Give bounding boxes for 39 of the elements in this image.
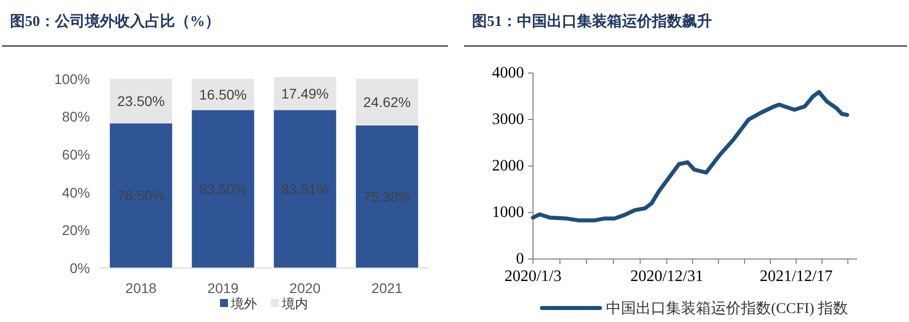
- y-tick-label: 3000: [492, 111, 524, 128]
- data-label: 17.49%: [281, 86, 329, 102]
- y-tick-label: 20%: [62, 222, 90, 238]
- y-tick-label: 80%: [62, 108, 90, 125]
- x-tick-label: 2020/1/3: [504, 268, 562, 285]
- data-label: 16.50%: [199, 86, 247, 102]
- line-series: [531, 90, 850, 222]
- y-tick-label: 1000: [492, 204, 524, 221]
- legend-label: 中国出口集装箱运价指数(CCFI) 指数: [606, 300, 848, 317]
- y-tick-label: 100%: [54, 70, 90, 87]
- y-tick-label: 0%: [70, 260, 90, 276]
- x-tick-label: 2020: [289, 280, 321, 296]
- bar: [274, 110, 336, 268]
- bar: [356, 125, 418, 268]
- x-tick-label: 2018: [125, 280, 157, 296]
- legend-label: 境外: [230, 296, 257, 311]
- bar: [192, 110, 254, 268]
- data-label: 23.50%: [117, 93, 165, 110]
- chart-title: 图50：公司境外收入占比（%）: [10, 12, 220, 30]
- legend-label: 境内: [281, 296, 308, 311]
- x-tick-label: 2021/12/17: [760, 268, 833, 285]
- data-label: 75.38%: [363, 188, 411, 205]
- y-tick-label: 40%: [62, 184, 90, 200]
- y-tick-label: 0: [516, 250, 524, 268]
- x-tick-label: 2019: [207, 280, 239, 296]
- y-tick-label: 2000: [492, 158, 524, 174]
- x-tick-label: 2020/12/31: [630, 268, 704, 285]
- y-tick-label: 60%: [62, 146, 90, 163]
- data-label: 83.51%: [281, 181, 329, 198]
- bar: [274, 77, 336, 110]
- y-tick-label: 4000: [492, 64, 524, 82]
- bar: [356, 78, 418, 126]
- bar: [110, 78, 172, 124]
- data-label: 83.50%: [199, 181, 247, 198]
- data-label: 24.62%: [363, 94, 411, 110]
- chart-title: 图51：中国出口集装箱运价指数飙升: [472, 13, 712, 30]
- bar: [110, 123, 172, 268]
- data-label: 76.50%: [117, 188, 165, 204]
- x-tick-label: 2021: [371, 280, 403, 296]
